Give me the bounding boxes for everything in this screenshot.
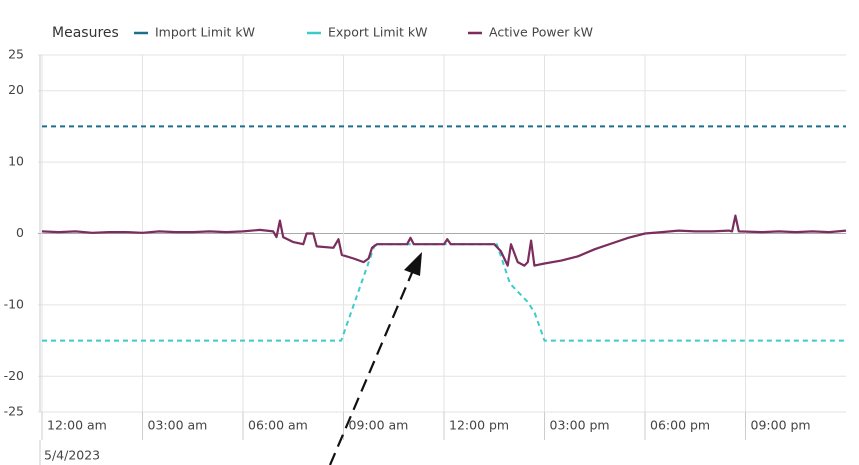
legend-label: Export Limit kW bbox=[328, 25, 427, 40]
x-tick-label: 12:00 pm bbox=[449, 418, 509, 433]
y-tick-label: 20 bbox=[8, 82, 24, 97]
legend-title: Measures bbox=[52, 25, 119, 41]
date-label: 5/4/2023 bbox=[44, 448, 100, 463]
series-line bbox=[41, 214, 847, 267]
y-tick-label: 25 bbox=[8, 47, 24, 62]
y-tick-label: 0 bbox=[16, 225, 24, 240]
plot: 25 20 10 0 -10 -20 -25 12:00 am 03:00 am 06:00 am… bbox=[4, 47, 847, 440]
x-tick-label: 03:00 pm bbox=[550, 418, 610, 433]
arrow-shaft bbox=[328, 267, 416, 465]
x-tick-label: 06:00 am bbox=[248, 418, 308, 433]
x-tick-label: 09:00 am bbox=[349, 418, 409, 433]
arrow-head bbox=[404, 252, 422, 276]
legend-label: Active Power kW bbox=[489, 25, 593, 40]
x-tick-label: 09:00 pm bbox=[751, 418, 811, 433]
y-tick-label: -20 bbox=[4, 368, 24, 383]
x-tick-label: 03:00 am bbox=[148, 418, 208, 433]
annotation-arrow bbox=[328, 252, 422, 465]
x-tick-label: 06:00 pm bbox=[650, 418, 710, 433]
y-tick-label: 10 bbox=[8, 154, 24, 169]
legend-label: Import Limit kW bbox=[155, 25, 255, 40]
x-tick-label: 12:00 am bbox=[47, 418, 107, 433]
series-line bbox=[42, 243, 846, 342]
y-tick-label: -10 bbox=[4, 296, 24, 311]
y-tick-label: -25 bbox=[4, 404, 24, 419]
